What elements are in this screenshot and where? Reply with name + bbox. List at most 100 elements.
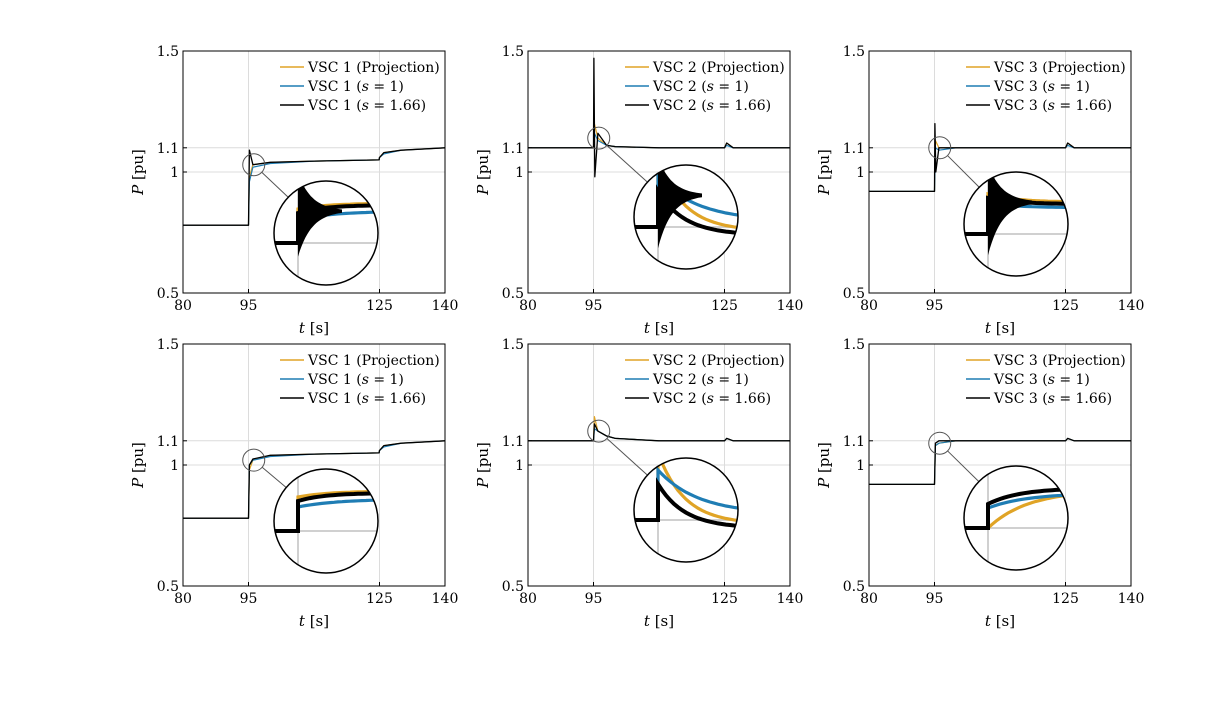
- x-axis-label: t [s]: [299, 319, 329, 337]
- legend-entry-vsc3-s166: VSC 3 (s = 1.66): [993, 98, 1112, 114]
- y-tick-label: 0.5: [157, 286, 179, 302]
- x-tick-label: 125: [1052, 298, 1079, 314]
- zoom-connector-line: [947, 450, 980, 482]
- series-line-2: [528, 428, 790, 442]
- zoom-marker-circle: [242, 153, 266, 177]
- x-axis-label: t [s]: [985, 319, 1015, 337]
- x-tick-label: 140: [777, 591, 804, 607]
- zoom-inset-content: [634, 458, 738, 562]
- inset-curve-2: [274, 498, 378, 533]
- legend-entry-vsc1-projection: VSC 1 (Projection): [307, 60, 440, 76]
- x-tick-label: 80: [860, 591, 878, 607]
- y-tick-label: 1: [170, 458, 179, 474]
- series-line-3: [528, 57, 790, 178]
- y-tick-label: 1.5: [502, 337, 524, 353]
- y-tick-label: 1: [515, 165, 524, 181]
- legend-entry-vsc3-projection: VSC 3 (Projection): [993, 60, 1126, 76]
- chart-panel-2: 80 95 125 140 0.5 1 1.1 1.5 t [s] P [pu] VSC 2 (Pr…: [474, 44, 803, 337]
- chart-panel-1: 80 95 125 140 0.5 1 1.1 1.5 t [s] P [pu] VSC 1 (Pr…: [129, 44, 458, 337]
- inset-oscillation-band: [988, 172, 1032, 256]
- legend-entry-vsc1-s1: VSC 1 (s = 1): [307, 79, 404, 95]
- y-tick-label: 1.5: [843, 337, 865, 353]
- inset-curve-2: [964, 493, 1068, 530]
- zoom-inset-content: [964, 172, 1068, 276]
- zoom-marker-circle: [587, 126, 611, 150]
- zoom-marker-circle: [928, 431, 952, 455]
- y-tick-label: 1.1: [843, 141, 865, 157]
- legend-entry-vsc2-s1: VSC 2 (s = 1): [652, 79, 749, 95]
- zoom-marker-circle: [242, 448, 266, 472]
- x-axis-label: t [s]: [644, 319, 674, 337]
- x-tick-label: 95: [240, 298, 258, 314]
- x-tick-label: 95: [240, 591, 258, 607]
- x-axis-label: t [s]: [644, 612, 674, 630]
- y-axis-label: P [pu]: [815, 442, 833, 489]
- y-axis-label: P [pu]: [129, 149, 147, 196]
- zoom-inset-border: [633, 164, 739, 270]
- zoom-inset-content: [274, 469, 378, 573]
- x-tick-label: 95: [585, 591, 603, 607]
- zoom-inset-content: [964, 466, 1068, 570]
- x-axis-label: t [s]: [985, 612, 1015, 630]
- zoom-connector-line: [947, 155, 980, 188]
- y-tick-label: 1.1: [843, 434, 865, 450]
- y-tick-label: 1.5: [843, 44, 865, 60]
- series-line-3: [869, 437, 1131, 486]
- legend-entry-vsc1-s166: VSC 1 (s = 1.66): [307, 98, 426, 114]
- zoom-inset-border: [273, 468, 379, 574]
- inset-curve-1: [634, 458, 738, 523]
- y-axis-label: P [pu]: [474, 442, 492, 489]
- zoom-inset-border: [963, 171, 1069, 277]
- y-axis-label: P [pu]: [474, 149, 492, 196]
- x-tick-label: 140: [432, 298, 459, 314]
- inset-curve-3: [634, 477, 738, 528]
- y-tick-label: 1.1: [157, 434, 179, 450]
- x-tick-label: 95: [926, 591, 944, 607]
- x-tick-label: 80: [860, 298, 878, 314]
- inset-oscillation-band: [658, 165, 702, 249]
- zoom-connector-line: [261, 466, 287, 488]
- chart-panel-6: 80 95 125 140 0.5 1 1.1 1.5 t [s] P [pu] VSC 3 (Pr…: [815, 337, 1144, 630]
- series-line-1: [528, 122, 790, 149]
- legend-entry-vsc2-projection: VSC 2 (Projection): [652, 60, 785, 76]
- series-line-2: [528, 132, 790, 149]
- chart-panel-3: 80 95 125 140 0.5 1 1.1 1.5 t [s] P [pu] VSC 3 (Pr…: [815, 44, 1144, 337]
- legend-entry-vsc3-s1: VSC 3 (s = 1): [993, 372, 1090, 388]
- y-tick-label: 1: [515, 458, 524, 474]
- y-tick-label: 0.5: [843, 286, 865, 302]
- legend-entry-vsc2-s166: VSC 2 (s = 1.66): [652, 98, 771, 114]
- zoom-marker-circle: [587, 419, 611, 443]
- x-tick-label: 140: [432, 591, 459, 607]
- y-axis-label: P [pu]: [129, 442, 147, 489]
- x-tick-label: 140: [777, 298, 804, 314]
- legend-entry-vsc1-projection: VSC 1 (Projection): [307, 353, 440, 369]
- legend-entry-vsc1-s166: VSC 1 (s = 1.66): [307, 391, 426, 407]
- series-line-1: [528, 416, 790, 442]
- y-tick-label: 0.5: [843, 579, 865, 595]
- chart-panel-5: 80 95 125 140 0.5 1 1.1 1.5 t [s] P [pu] VSC 2 (Pr…: [474, 337, 803, 630]
- y-tick-label: 1.5: [157, 337, 179, 353]
- legend-entry-vsc3-projection: VSC 3 (Projection): [993, 353, 1126, 369]
- legend-entry-vsc2-s166: VSC 2 (s = 1.66): [652, 391, 771, 407]
- zoom-inset-border: [963, 465, 1069, 571]
- inset-oscillation-band: [298, 181, 342, 257]
- inset-curve-3: [274, 491, 378, 533]
- y-tick-label: 0.5: [502, 579, 524, 595]
- inset-curve-2: [634, 466, 738, 522]
- y-tick-label: 1: [856, 165, 865, 181]
- y-tick-label: 1.5: [502, 44, 524, 60]
- x-tick-label: 140: [1118, 591, 1145, 607]
- x-tick-label: 125: [1052, 591, 1079, 607]
- x-tick-label: 80: [519, 591, 537, 607]
- y-tick-label: 1: [170, 165, 179, 181]
- zoom-connector-line: [261, 171, 289, 198]
- legend-entry-vsc1-s1: VSC 1 (s = 1): [307, 372, 404, 388]
- y-tick-label: 0.5: [502, 286, 524, 302]
- y-axis-label: P [pu]: [815, 149, 833, 196]
- chart-panel-4: 80 95 125 140 0.5 1 1.1 1.5 t [s] P [pu] VSC 1 (Pr…: [129, 337, 458, 630]
- legend-entry-vsc3-s1: VSC 3 (s = 1): [993, 79, 1090, 95]
- zoom-connector-line: [606, 438, 648, 476]
- x-tick-label: 80: [174, 591, 192, 607]
- x-tick-label: 125: [366, 298, 393, 314]
